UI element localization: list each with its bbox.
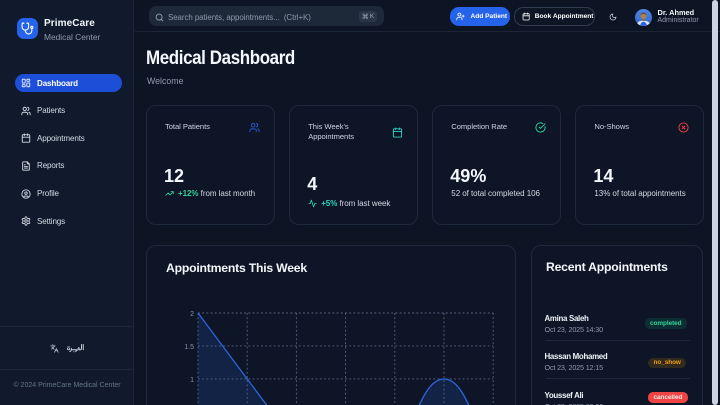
svg-text:2: 2: [190, 311, 194, 318]
svg-text:1: 1: [190, 377, 194, 384]
svg-text:1.5: 1.5: [184, 344, 194, 351]
